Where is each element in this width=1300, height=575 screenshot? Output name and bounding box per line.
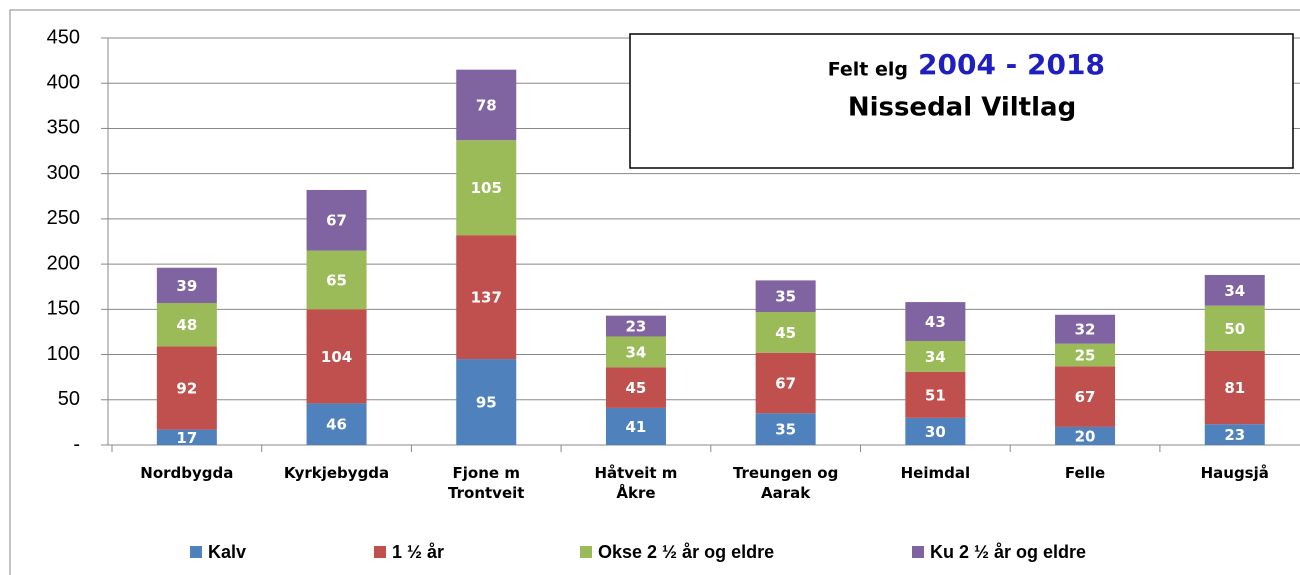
legend-swatch <box>190 546 202 558</box>
bar-segment <box>755 413 816 445</box>
bar-segment <box>905 302 966 341</box>
data-label: 20 <box>1075 427 1096 445</box>
data-label: 34 <box>925 348 946 366</box>
data-label: 35 <box>775 421 796 439</box>
legend-swatch <box>912 546 924 558</box>
legend-swatch <box>580 546 592 558</box>
y-tick-label: 300 <box>47 162 80 184</box>
y-tick-label: 450 <box>47 26 80 48</box>
bar-segment <box>905 340 966 372</box>
bar-segment <box>1204 305 1265 351</box>
y-tick-label: 150 <box>47 298 80 320</box>
data-label: 34 <box>626 343 647 361</box>
data-label: 46 <box>326 416 347 434</box>
data-label: 81 <box>1224 379 1245 397</box>
bar-segment <box>456 140 517 236</box>
x-tick-label: Kyrkjebygda <box>283 464 390 482</box>
x-tick-label: Håtveit m Åkre <box>594 464 678 502</box>
bar-segment <box>1055 343 1116 367</box>
bar-segment <box>306 250 367 310</box>
bar-segment <box>605 315 666 337</box>
data-label: 67 <box>326 212 347 230</box>
y-tick-label: 200 <box>47 252 80 274</box>
bar-segment <box>905 371 966 418</box>
bar-segment <box>1204 350 1265 425</box>
y-tick-label: 50 <box>58 388 80 410</box>
bar-segment <box>1055 366 1116 427</box>
data-label: 67 <box>1075 388 1096 406</box>
chart-subtitle: Felt elg <box>828 59 908 81</box>
y-tick-label: - <box>73 433 80 455</box>
data-label: 23 <box>626 318 647 336</box>
data-label: 45 <box>775 324 796 342</box>
bar-segment <box>605 367 666 408</box>
data-label: 41 <box>626 418 647 436</box>
data-label: 137 <box>471 289 502 307</box>
data-label: 78 <box>476 96 497 114</box>
bar-segment <box>755 280 816 313</box>
bar-segment <box>755 352 816 414</box>
x-tick-label: Felle <box>1064 464 1106 482</box>
bar-segment <box>456 235 517 360</box>
bar-segment <box>1055 426 1116 445</box>
x-tick-label: Nordbygda <box>140 464 234 482</box>
x-tick-label: Heimdal <box>900 464 971 482</box>
bar-segment <box>1055 314 1116 344</box>
data-label: 30 <box>925 423 946 441</box>
legend-label: Okse 2 ½ år og eldre <box>598 542 774 562</box>
bar-segment <box>156 303 217 347</box>
title-box <box>629 33 1294 169</box>
y-tick-label: 100 <box>47 343 80 365</box>
data-label: 34 <box>1224 282 1245 300</box>
data-label: 25 <box>1075 347 1096 365</box>
data-label: 50 <box>1224 320 1245 338</box>
data-label: 43 <box>925 313 946 331</box>
legend-label: Ku 2 ½ år og eldre <box>930 542 1086 562</box>
legend-swatch <box>374 546 386 558</box>
x-tick-label: Fjone m Trontveit <box>448 464 525 502</box>
data-label: 48 <box>176 316 197 334</box>
y-tick-label: 350 <box>47 117 80 139</box>
chart-frame <box>9 9 1300 575</box>
legend-label: 1 ½ år <box>392 542 444 562</box>
data-label: 39 <box>176 277 197 295</box>
data-label: 35 <box>775 288 796 306</box>
data-label: 17 <box>176 429 197 447</box>
data-label: 92 <box>176 380 197 398</box>
data-label: 45 <box>626 379 647 397</box>
data-label: 65 <box>326 271 347 289</box>
bar-segment <box>156 346 217 430</box>
bar-segment <box>306 403 367 445</box>
bar-segment <box>605 407 666 445</box>
bar-segment <box>605 336 666 368</box>
bar-segment <box>755 312 816 353</box>
bar-segment <box>156 267 217 304</box>
bar-segment <box>156 429 217 445</box>
data-label: 104 <box>321 348 352 366</box>
data-label: 51 <box>925 386 946 404</box>
y-tick-label: 400 <box>47 72 80 94</box>
x-tick-label: Treungen og Aarak <box>732 464 839 502</box>
data-label: 95 <box>476 394 497 412</box>
data-label: 32 <box>1075 321 1096 339</box>
bar-segment <box>456 359 517 445</box>
chart-period: 2004 - 2018 <box>918 48 1105 81</box>
chart-title: Nissedal Viltlag <box>848 93 1076 123</box>
bar-segment <box>1204 424 1265 445</box>
bar-segment <box>1204 274 1265 306</box>
bar-segment <box>306 189 367 251</box>
bar-segment <box>306 309 367 404</box>
data-label: 23 <box>1224 426 1245 444</box>
data-label: 105 <box>471 179 502 197</box>
x-tick-label: Haugsjå <box>1200 464 1269 482</box>
legend-label: Kalv <box>208 542 246 562</box>
y-tick-label: 250 <box>47 207 80 229</box>
bar-segment <box>905 417 966 445</box>
data-label: 67 <box>775 375 796 393</box>
bar-segment <box>456 69 517 141</box>
